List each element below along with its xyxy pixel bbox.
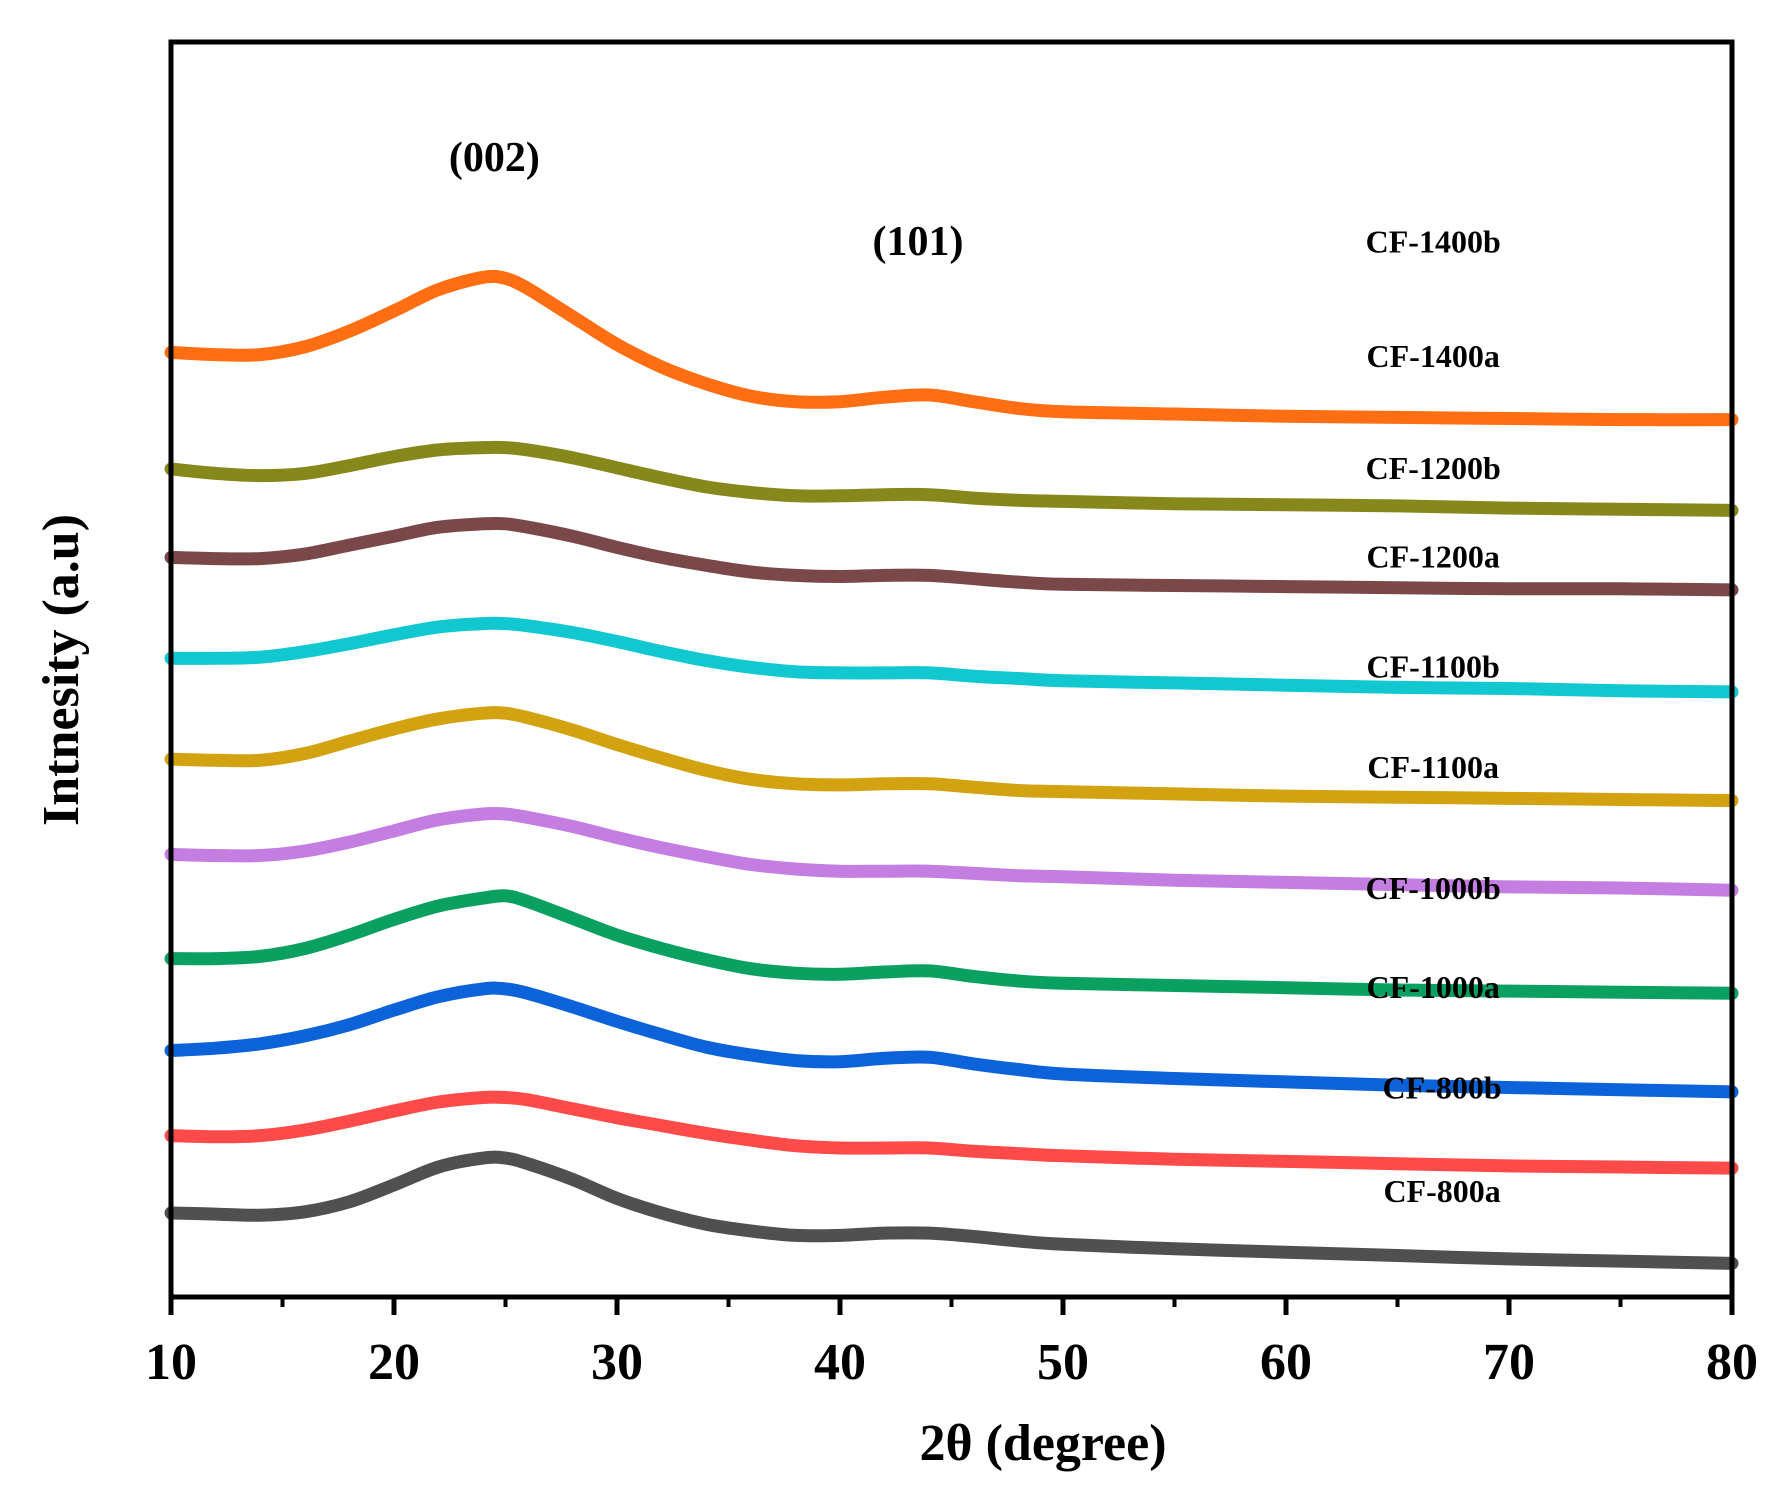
x-tick-label: 60	[1260, 1334, 1312, 1391]
x-tick-label: 70	[1483, 1334, 1535, 1391]
series-line-cf-1000a	[164, 981, 1739, 1099]
series-line-cf-1100a	[164, 806, 1739, 897]
series-label-cf-800a: CF-800a	[1383, 1173, 1500, 1209]
peak-annotation-1: (101)	[873, 219, 964, 265]
series-label-layer: CF-800a CF-800b CF-1000a CF-1000b CF-1100a CF…	[1366, 224, 1502, 1209]
x-tick-label: 30	[591, 1334, 643, 1391]
series-line-cf-800b	[164, 1090, 1739, 1175]
x-tick-label: 20	[368, 1334, 420, 1391]
peak-annotation-layer: (002) (101)	[449, 135, 964, 265]
series-label-cf-1400b: CF-1400b	[1366, 224, 1501, 260]
x-tick-label: 50	[1037, 1334, 1089, 1391]
series-label-cf-1000a: CF-1000a	[1367, 969, 1500, 1005]
x-axis-title: 2θ (degree)	[919, 1415, 1166, 1472]
series-label-cf-1200b: CF-1200b	[1366, 450, 1501, 486]
series-label-cf-800b: CF-800b	[1383, 1070, 1502, 1106]
x-tick-label: 40	[814, 1334, 866, 1391]
series-label-cf-1200a: CF-1200a	[1367, 539, 1500, 575]
series-line-cf-1200a	[164, 616, 1739, 699]
series-line-cf-1400a	[164, 440, 1739, 517]
series-label-cf-1000b: CF-1000b	[1366, 870, 1501, 906]
series-label-cf-1100a: CF-1100a	[1367, 749, 1499, 785]
series-line-cf-1000b	[164, 889, 1739, 1000]
series-line-cf-1400b	[164, 269, 1739, 427]
series-label-cf-1100b: CF-1100b	[1367, 648, 1500, 684]
series-line-cf-800a	[164, 1150, 1739, 1270]
y-axis-title: Intnesity (a.u)	[33, 514, 90, 826]
series-label-cf-1400a: CF-1400a	[1367, 338, 1500, 374]
x-tick-label: 10	[145, 1334, 197, 1391]
peak-annotation-0: (002)	[449, 135, 540, 181]
x-tick-label: 80	[1706, 1334, 1758, 1391]
series-layer	[164, 269, 1739, 1270]
series-line-cf-1100b	[164, 706, 1739, 808]
series-line-cf-1200b	[164, 516, 1739, 597]
x-axis-ticks: 10 20 30 40 50 60 70 80	[145, 1297, 1758, 1391]
